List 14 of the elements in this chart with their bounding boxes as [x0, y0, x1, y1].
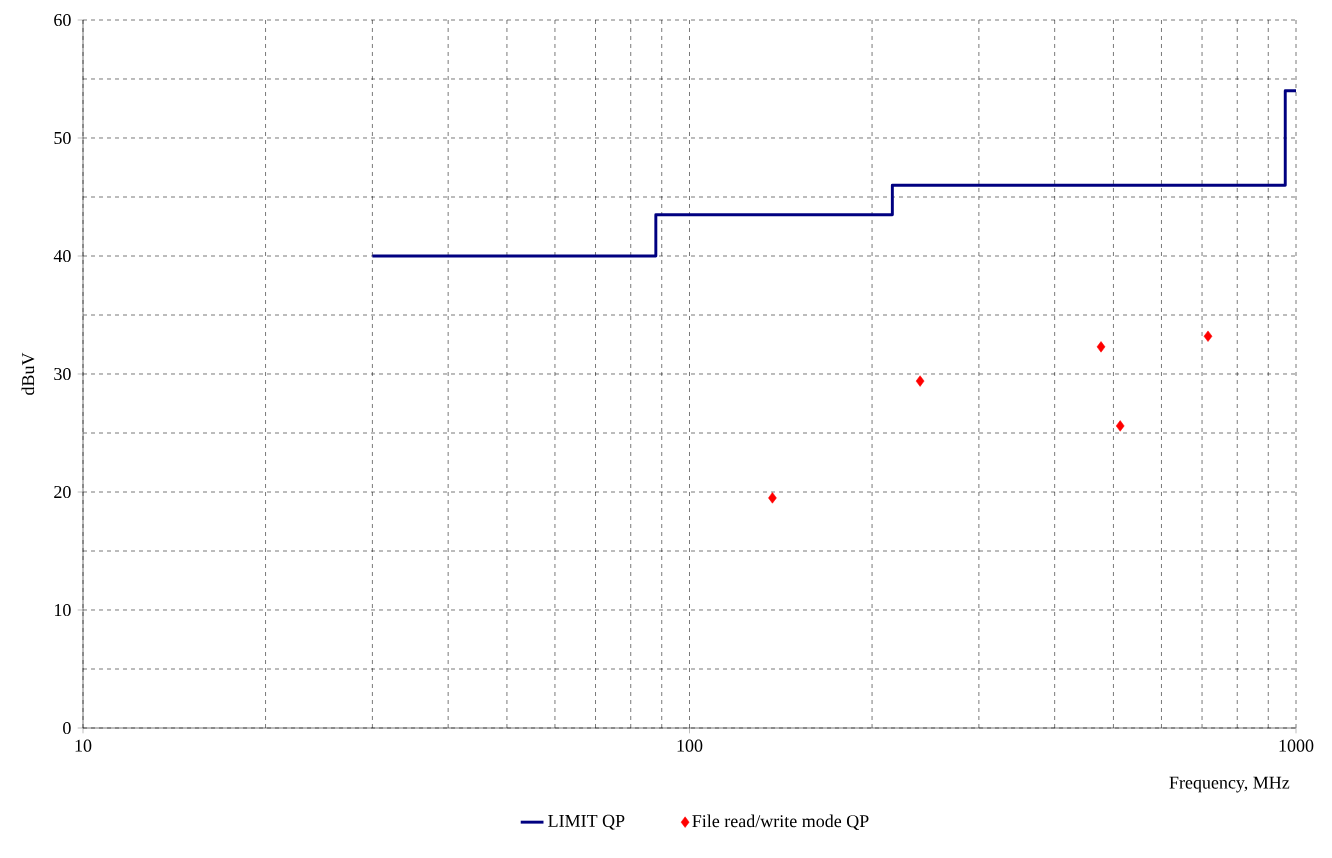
x-axis-title: Frequency, MHz — [1169, 776, 1290, 793]
x-tick-label: 1000 — [1279, 739, 1314, 752]
y-tick-label: 30 — [54, 367, 71, 381]
x-tick-label: 100 — [677, 739, 703, 752]
y-tick-label: 60 — [54, 13, 71, 27]
y-tick-label: 40 — [53, 249, 71, 263]
legend-label: File read/write mode QP — [692, 814, 869, 830]
legend-label: LIMIT QP — [548, 814, 625, 830]
y-tick-label: 20 — [54, 485, 71, 499]
y-tick-label: 50 — [54, 131, 71, 145]
y-tick-label: 10 — [55, 603, 71, 617]
y-tick-label: 0 — [63, 721, 71, 735]
y-axis-title: dBuV — [21, 352, 35, 395]
x-tick-label: 10 — [75, 739, 92, 752]
